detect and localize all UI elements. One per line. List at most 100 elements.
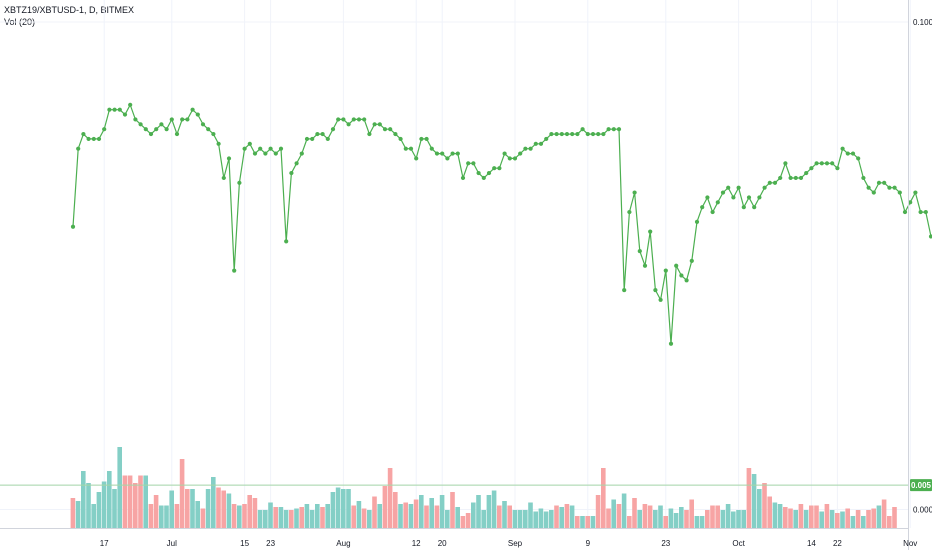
price-point <box>284 239 289 244</box>
volume-bar <box>138 475 143 528</box>
price-point <box>476 170 481 176</box>
price-point <box>112 107 117 112</box>
volume-bar <box>621 493 627 528</box>
volume-bar <box>663 516 668 528</box>
volume-bar <box>772 502 778 528</box>
volume-bar <box>720 510 726 528</box>
volume-bar <box>850 516 856 528</box>
volume-bar <box>803 510 809 528</box>
price-point <box>471 161 476 166</box>
volume-bar <box>689 499 694 528</box>
price-point <box>102 127 107 132</box>
volume-bar <box>263 510 268 528</box>
price-point <box>549 131 554 137</box>
price-point <box>892 185 897 190</box>
price-point <box>315 131 320 137</box>
price-point <box>762 185 767 190</box>
price-point <box>299 151 304 156</box>
price-series <box>70 102 932 346</box>
price-point <box>466 161 471 166</box>
price-point <box>76 146 81 151</box>
price-point <box>866 185 871 190</box>
volume-bar <box>174 504 180 528</box>
volume-bar <box>70 498 76 528</box>
price-point <box>450 151 455 156</box>
price-point <box>200 122 206 127</box>
volume-bar <box>143 475 148 528</box>
price-point <box>273 151 278 156</box>
volume-bar <box>559 507 564 528</box>
volume-bar <box>419 495 424 528</box>
price-point <box>570 131 575 137</box>
volume-bar <box>372 496 377 528</box>
volume-bar <box>824 504 830 528</box>
volume-bar <box>450 492 455 528</box>
price-point <box>492 166 497 171</box>
price-point <box>580 127 585 132</box>
volume-bar <box>694 516 700 528</box>
price-point <box>367 131 372 137</box>
price-point <box>741 205 746 210</box>
volume-bar <box>101 481 107 528</box>
price-point <box>497 166 502 171</box>
price-point <box>887 185 892 190</box>
volume-bar <box>86 483 91 528</box>
volume-bar <box>762 483 767 528</box>
volume-bar <box>164 505 169 528</box>
price-point <box>897 190 902 195</box>
volume-bar <box>153 495 159 528</box>
volume-bar <box>731 511 736 528</box>
price-point <box>310 136 315 142</box>
volume-bar <box>845 508 850 528</box>
price-point <box>757 195 762 200</box>
volume-bar <box>231 504 237 528</box>
price-point <box>559 131 564 137</box>
volume-bar <box>278 507 284 528</box>
volume-bar <box>179 459 185 528</box>
price-point <box>793 175 798 181</box>
volume-bar <box>117 447 122 528</box>
volume-bar <box>237 505 242 528</box>
volume-bar <box>491 490 497 528</box>
price-point <box>445 156 450 161</box>
volume-bar <box>887 516 892 528</box>
price-point <box>174 131 180 137</box>
price-point <box>96 136 102 142</box>
volume-bar <box>736 510 741 528</box>
volume-bar <box>767 496 772 528</box>
price-point <box>419 136 424 142</box>
volume-bar <box>367 510 372 528</box>
price-point <box>720 190 726 195</box>
volume-bar <box>517 510 523 528</box>
volume-bar <box>413 499 419 528</box>
symbol-title[interactable]: XBTZ19/XBTUSD-1, D, BITMEX <box>4 5 135 15</box>
price-point <box>86 136 91 142</box>
volume-bar <box>580 516 585 528</box>
price-point <box>705 195 710 200</box>
last-price-label: 0.005 <box>911 481 932 490</box>
price-point <box>408 146 414 151</box>
price-point <box>377 122 382 127</box>
volume-bar <box>216 487 221 528</box>
price-point <box>554 131 559 137</box>
volume-bar <box>122 475 128 528</box>
price-point <box>518 151 523 156</box>
price-point <box>263 151 268 156</box>
price-line <box>72 103 932 344</box>
volume-bar <box>798 504 804 528</box>
price-point <box>180 117 185 122</box>
price-point <box>185 117 190 122</box>
volume-bar <box>325 504 330 528</box>
volume-bar <box>840 511 845 528</box>
price-point <box>575 131 580 137</box>
y-tick-label: 0.100 <box>913 18 932 27</box>
volume-bar <box>793 510 798 528</box>
price-point <box>674 263 679 268</box>
price-point <box>133 117 138 122</box>
price-point <box>403 146 408 151</box>
price-point <box>653 287 658 293</box>
volume-bar <box>725 504 731 528</box>
price-point <box>164 127 169 132</box>
price-point <box>190 107 195 112</box>
